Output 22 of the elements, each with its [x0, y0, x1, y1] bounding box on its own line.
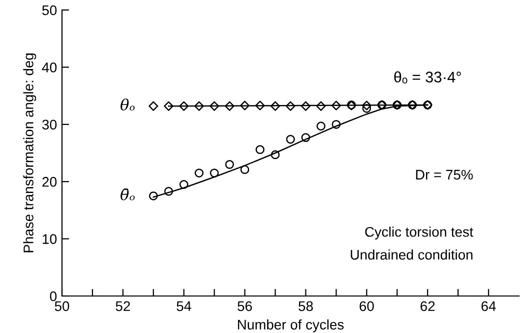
x-tick-label: 58: [298, 301, 313, 312]
x-tick-label: 60: [360, 301, 374, 312]
x-tick-label: 64: [482, 301, 496, 312]
x-tick-label: 50: [54, 301, 70, 312]
y-tick-label: 20: [42, 176, 57, 187]
x-tick-label: 56: [238, 301, 252, 312]
series-label: θₒ: [120, 98, 135, 110]
annotation: Cyclic torsion test: [365, 226, 474, 240]
x-tick-label: 54: [176, 301, 192, 312]
series-label: θ̄ₒ: [120, 188, 135, 200]
x-tick-label: 52: [116, 301, 130, 312]
annotation: Undrained condition: [350, 249, 472, 260]
x-axis-title: Number of cycles: [238, 319, 344, 332]
y-tick-label: 0: [50, 291, 57, 302]
y-tick-label: 40: [42, 62, 57, 72]
y-tick-label: 50: [42, 5, 57, 16]
x-tick-label: 62: [420, 301, 435, 312]
y-tick-label: 30: [42, 120, 57, 130]
annotation: Dr = 75%: [416, 170, 473, 180]
y-axis-title: Phase transformation angle: deg: [23, 54, 36, 252]
y-tick-label: 10: [42, 234, 57, 244]
annotation: θₒ = 33·4°: [394, 71, 461, 84]
